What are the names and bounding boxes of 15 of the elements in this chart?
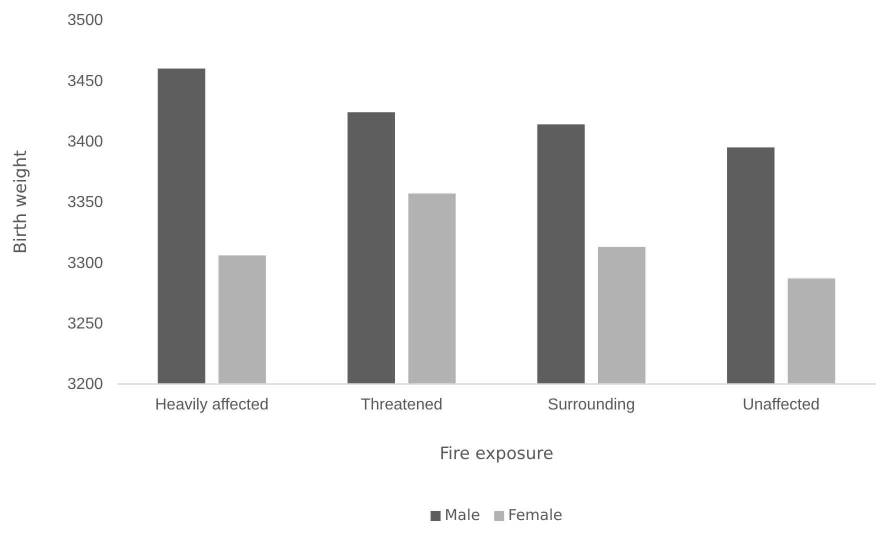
y-tick-label: 3450 xyxy=(67,72,104,90)
x-tick-label: Heavily affected xyxy=(155,396,269,414)
y-tick-label: 3500 xyxy=(67,12,104,30)
y-axis-title: Birth weight xyxy=(11,150,31,254)
x-tick-label: Threatened xyxy=(360,396,443,414)
y-tick-label: 3350 xyxy=(67,194,104,212)
legend-label: Male xyxy=(444,506,480,524)
y-tick-label: 3400 xyxy=(67,133,104,150)
y-tick-label: 3250 xyxy=(67,315,104,332)
x-tick-label: Unaffected xyxy=(742,396,820,414)
legend-label: Female xyxy=(508,506,562,524)
y-tick-label: 3200 xyxy=(67,376,104,394)
x-axis-title: Fire exposure xyxy=(440,444,554,464)
y-tick-label: 3300 xyxy=(67,254,104,272)
x-tick-label: Surrounding xyxy=(548,396,635,414)
